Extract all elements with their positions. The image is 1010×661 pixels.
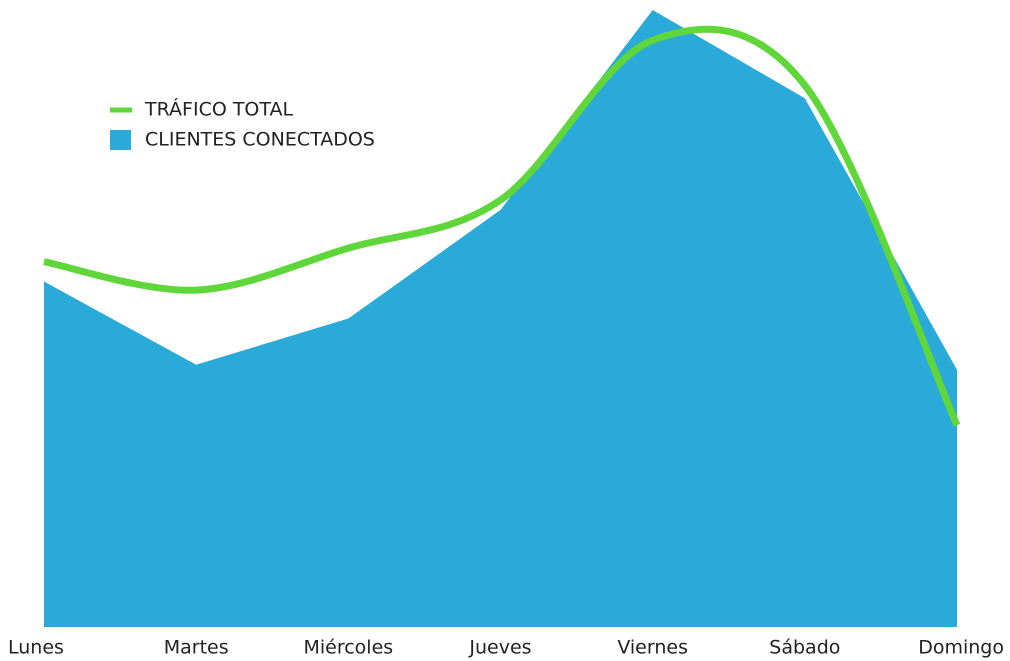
line	[43, 25, 961, 427]
x-tick-label: Jueves	[468, 637, 531, 659]
legend-label: CLIENTES CONECTADOS	[145, 129, 375, 151]
legend-label: TRÁFICO TOTAL	[144, 98, 294, 121]
legend-swatch	[110, 130, 131, 150]
x-tick-label: Lunes	[8, 637, 64, 659]
area	[44, 10, 957, 627]
x-tick-label: Martes	[164, 637, 229, 659]
x-tick-label: Domingo	[918, 637, 1004, 659]
x-tick-label: Miércoles	[303, 637, 393, 659]
x-tick-label: Sábado	[769, 637, 840, 659]
x-tick-label: Viernes	[617, 637, 688, 659]
